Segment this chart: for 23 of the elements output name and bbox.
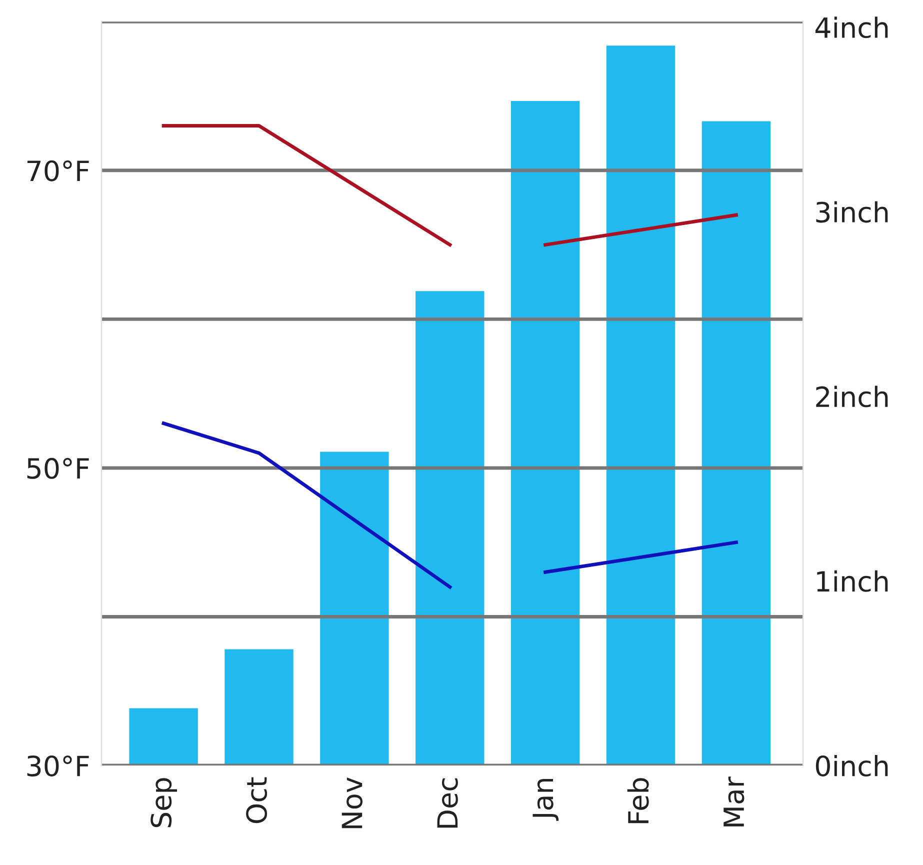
bar xyxy=(129,708,198,766)
y2-tick-label: 0inch xyxy=(816,754,888,776)
bar xyxy=(416,291,484,766)
x-tick-label: Feb xyxy=(627,778,649,824)
bar xyxy=(510,101,580,766)
y2-tick-label: 3inch xyxy=(816,201,888,223)
x-tick-label: Dec xyxy=(437,778,458,828)
y2-tick-label: 1inch xyxy=(817,570,888,592)
bar xyxy=(606,46,676,766)
y-tick-label: 70°F xyxy=(27,160,89,182)
x-tick-label: Jan xyxy=(532,778,559,821)
y-tick-label: 30°F xyxy=(27,755,89,776)
bar xyxy=(224,649,294,766)
y2-tick-label: 2inch xyxy=(816,386,888,408)
bar xyxy=(702,121,771,766)
x-tick-label: Mar xyxy=(724,776,744,826)
x-tick-label: Nov xyxy=(342,777,363,828)
y-tick-label: 50°F xyxy=(27,458,89,479)
x-tick-label: Oct xyxy=(246,777,268,824)
y2-tick-label: 4inch xyxy=(815,16,888,38)
line-series xyxy=(162,422,452,589)
bar xyxy=(320,452,389,766)
x-tick-label: Sep xyxy=(150,778,178,828)
